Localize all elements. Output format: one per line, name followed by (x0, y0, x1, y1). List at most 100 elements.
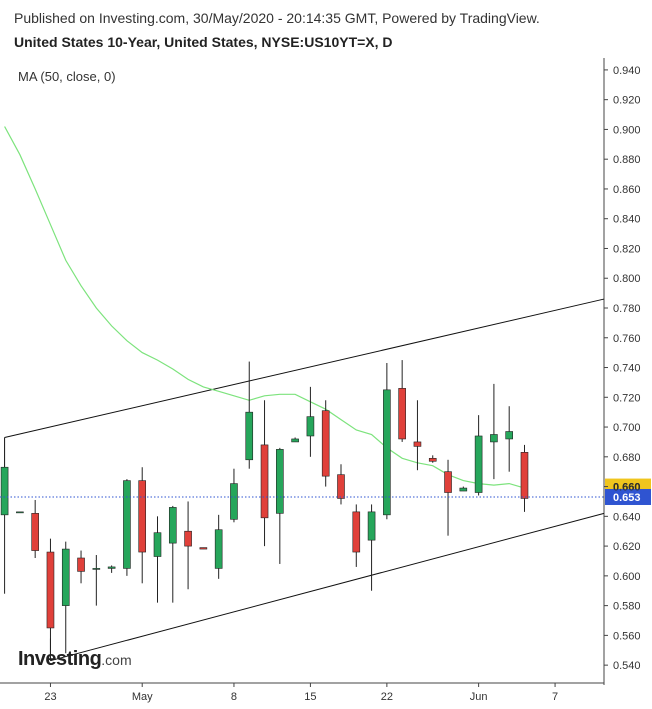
candle-up (123, 479, 131, 576)
channel-upper-line (4, 298, 605, 438)
candle-down (413, 400, 422, 471)
candle-body (444, 471, 452, 493)
candle-body (276, 449, 284, 514)
y-tick-label: 0.580 (613, 601, 641, 613)
candle-body (291, 438, 299, 443)
candle-up (291, 437, 299, 443)
candle-body (306, 416, 315, 437)
candle-body (321, 410, 330, 477)
candle-body (459, 487, 468, 492)
current-price-tag (605, 488, 651, 505)
candle-up (16, 511, 24, 514)
candle-down (352, 504, 361, 567)
candle-up (107, 565, 116, 573)
candle-up (490, 383, 498, 480)
candle-down (321, 400, 330, 487)
candle-up (505, 406, 513, 472)
candle-up (367, 504, 376, 591)
y-tick-label: 0.760 (613, 333, 641, 345)
candle-body (92, 568, 101, 570)
x-tick-label: 8 (231, 691, 237, 703)
y-tick-label: 0.740 (613, 363, 641, 375)
candle-body (61, 548, 70, 606)
candle-body (505, 431, 513, 440)
investing-logo: Investing.com (18, 648, 132, 671)
candle-body (260, 444, 269, 519)
candle-body (184, 530, 192, 547)
y-tick-label: 0.680 (613, 452, 641, 464)
y-tick-label: 0.720 (613, 392, 641, 404)
y-tick-label: 0.880 (613, 154, 641, 166)
candle-body (138, 480, 147, 553)
candle-down (398, 360, 406, 442)
candle-up (214, 514, 223, 579)
x-axis: 23 May 8 15 22 Jun 7 (44, 683, 558, 703)
candle-body (230, 483, 238, 520)
y-tick-label: 0.600 (613, 571, 641, 583)
channel-lower-line (50, 512, 605, 662)
y-tick-label: 0.620 (613, 541, 641, 553)
candle-body (123, 480, 131, 569)
candle-body (428, 457, 437, 462)
current-price-label: 0.653 (613, 492, 641, 504)
y-tick-label: 0.820 (613, 243, 641, 255)
published-note: Published on Investing.com, 30/May/2020 … (14, 10, 540, 26)
candle-down (199, 547, 208, 550)
x-tick-label: 15 (304, 691, 316, 703)
candle-down (444, 459, 452, 536)
y-tick-label: 0.920 (613, 95, 641, 107)
candle-down (260, 400, 269, 547)
ma50-line (4, 126, 525, 489)
candle-up (306, 386, 315, 457)
channel-lines (4, 298, 605, 662)
y-tick-label: 0.700 (613, 422, 641, 434)
candle-body (520, 452, 529, 499)
candle-body (352, 511, 361, 553)
y-tick-label: 0.660 (613, 482, 641, 494)
candle-body (413, 441, 422, 447)
y-tick-label: 0.940 (613, 65, 641, 77)
candle-body (16, 511, 24, 514)
candle-up (0, 466, 9, 594)
candle-down (428, 455, 437, 463)
candle-up (230, 468, 238, 523)
candle-body (245, 411, 254, 461)
candle-body (46, 551, 55, 629)
candle-up (92, 555, 101, 606)
x-tick-label: Jun (470, 691, 488, 703)
candle-body (31, 513, 39, 551)
candle-body (107, 566, 116, 569)
y-tick-label: 0.900 (613, 124, 641, 136)
y-tick-label: 0.780 (613, 303, 641, 315)
candle-body (168, 507, 177, 544)
symbol-title: United States 10-Year, United States, NY… (14, 34, 393, 50)
candle-body (474, 435, 483, 493)
logo-text: Investing (18, 648, 102, 670)
candle-body (383, 389, 391, 516)
ma-series (4, 126, 525, 489)
x-tick-label: 22 (381, 691, 393, 703)
axis-frame (0, 58, 605, 685)
candle-up (383, 363, 391, 520)
y-tick-label: 0.860 (613, 184, 641, 196)
y-tick-label: 0.640 (613, 511, 641, 523)
y-tick-label: 0.540 (613, 660, 641, 672)
candle-down (138, 467, 147, 584)
y-axis: 0.940 0.920 0.900 0.880 0.860 0.840 0.820 0.800… (604, 65, 641, 672)
x-tick-label: 23 (44, 691, 56, 703)
x-tick-label: 7 (552, 691, 558, 703)
candle-up (245, 361, 254, 469)
candles (0, 360, 529, 661)
logo-suffix: .com (101, 652, 132, 668)
candle-up (459, 486, 468, 492)
candle-body (77, 557, 85, 572)
candle-up (168, 505, 177, 603)
x-tick-label: May (132, 691, 153, 703)
candle-down (77, 550, 85, 584)
candle-up (61, 541, 70, 654)
y-tick-label: 0.560 (613, 630, 641, 642)
candle-body (0, 466, 9, 516)
candle-up (276, 447, 284, 564)
ma-indicator-label[interactable]: MA (50, close, 0) (18, 69, 116, 84)
